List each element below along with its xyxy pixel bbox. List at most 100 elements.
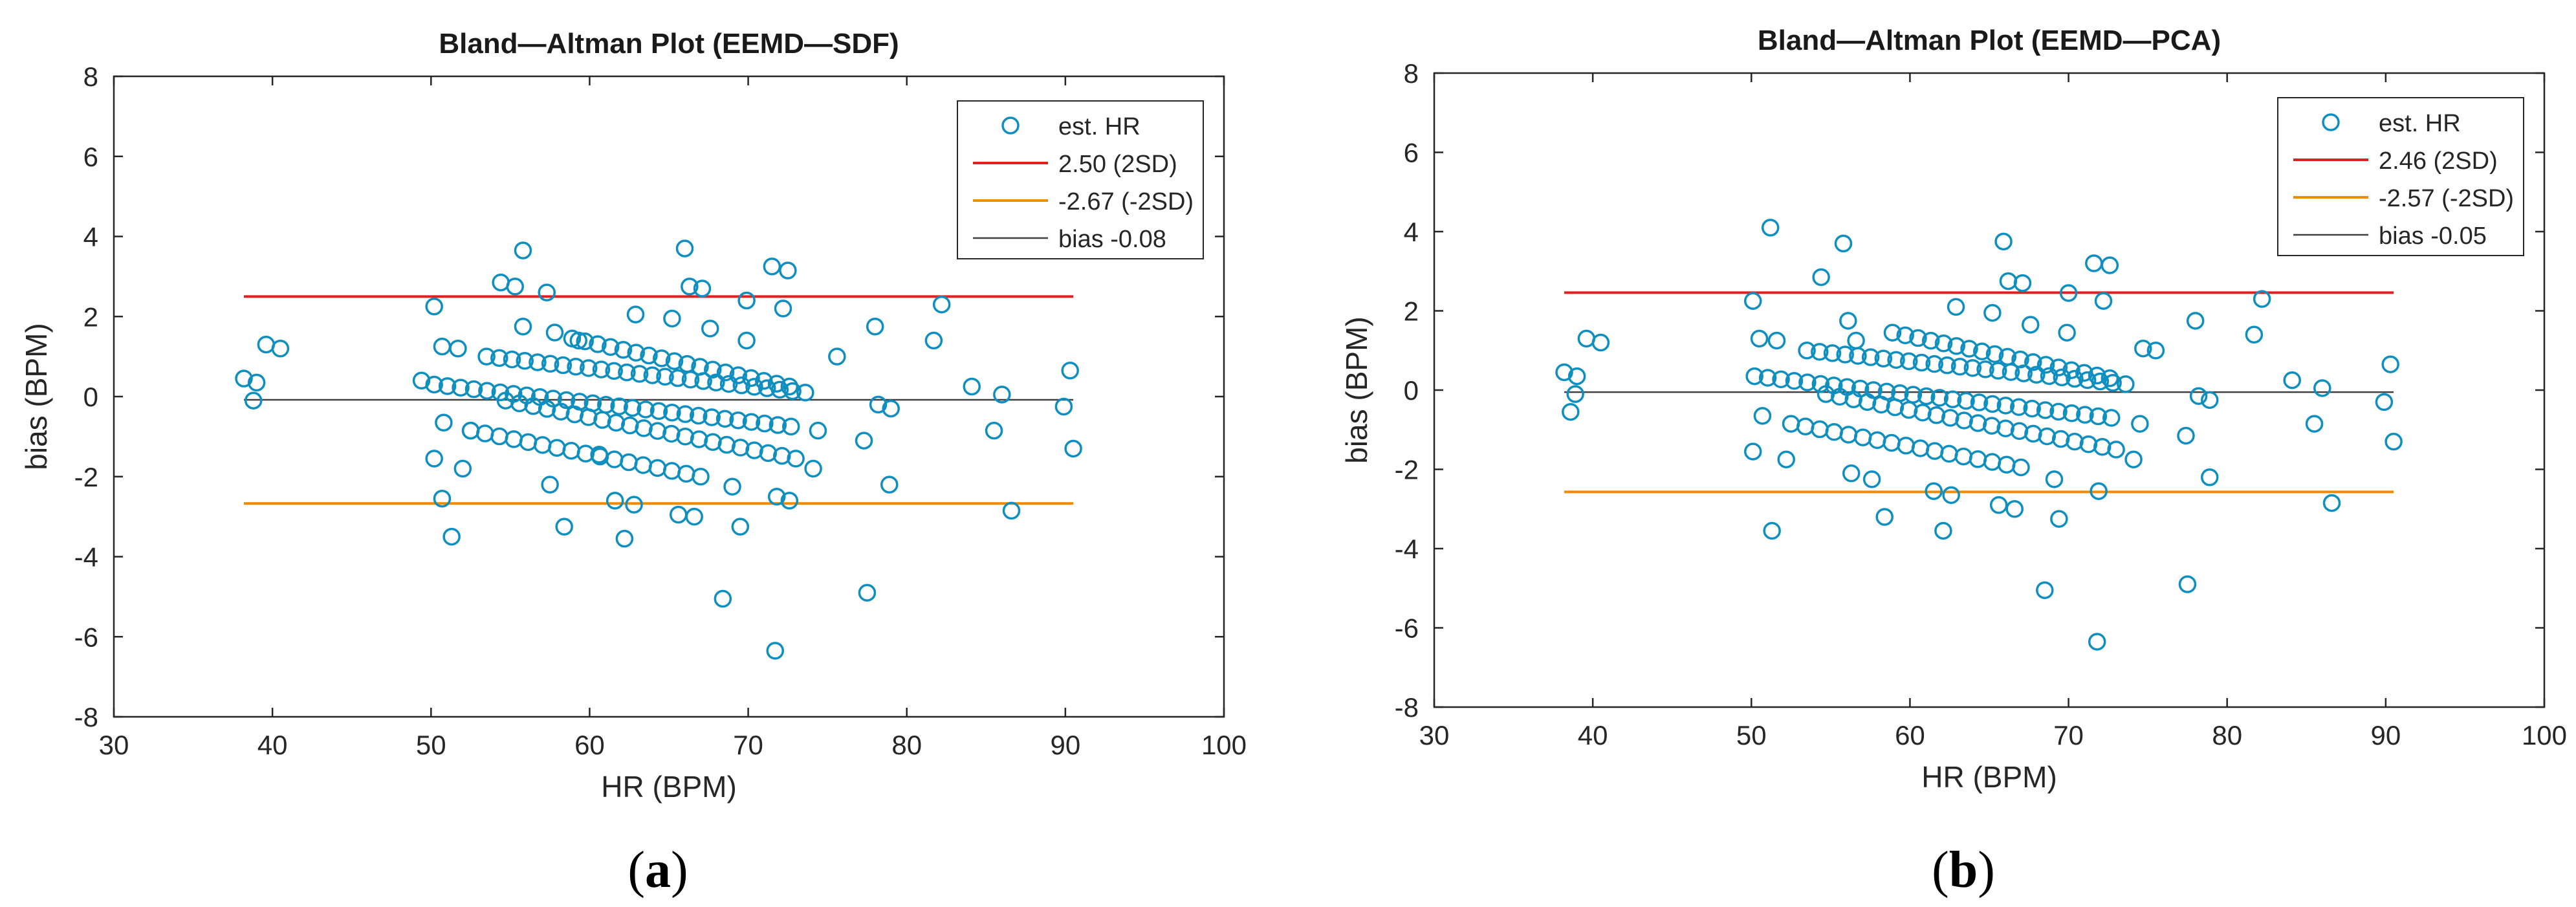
data-point xyxy=(2101,369,2119,388)
data-point xyxy=(1785,371,1804,390)
x-tick-label: 40 xyxy=(257,730,288,760)
x-tick-label: 50 xyxy=(1736,720,1767,750)
data-point xyxy=(623,399,642,417)
data-point xyxy=(1872,395,1890,414)
data-point xyxy=(1763,521,1781,540)
data-point xyxy=(2021,316,2040,334)
data-point xyxy=(677,464,695,483)
data-point xyxy=(1900,352,1918,371)
legend-label: bias -0.05 xyxy=(2379,223,2487,250)
y-tick-label: -2 xyxy=(1395,455,1419,485)
y-tick-label: 4 xyxy=(83,222,98,252)
y-tick-label: -6 xyxy=(1395,613,1419,644)
data-point xyxy=(809,421,827,440)
x-axis-label: HR (BPM) xyxy=(601,770,737,803)
data-point xyxy=(1998,347,2017,366)
data-point xyxy=(548,439,566,457)
data-point xyxy=(1955,411,1973,430)
data-point xyxy=(519,433,538,452)
data-point xyxy=(2134,339,2152,358)
data-point xyxy=(656,367,674,386)
legend-label: -2.57 (-2SD) xyxy=(2379,185,2514,212)
data-point xyxy=(1874,349,1893,367)
data-point xyxy=(1911,439,1930,457)
x-tick-label: 70 xyxy=(733,730,763,760)
caption-b: (b) xyxy=(1932,842,1995,899)
data-point xyxy=(681,278,699,296)
x-tick-label: 90 xyxy=(2370,720,2401,750)
data-point xyxy=(2049,358,2068,377)
data-point xyxy=(1976,360,1994,378)
data-point xyxy=(2023,399,2041,418)
data-point xyxy=(731,518,750,536)
data-point xyxy=(924,331,943,350)
data-point xyxy=(1834,234,1853,253)
y-tick-label: -8 xyxy=(1395,692,1419,723)
legend-box xyxy=(2277,97,2524,256)
data-point xyxy=(729,411,747,430)
chart-title: Bland—Altman Plot (EEMD—SDF) xyxy=(439,28,899,60)
data-point xyxy=(449,340,467,358)
data-point xyxy=(1002,501,1021,520)
y-tick-label: -8 xyxy=(74,702,98,732)
data-point xyxy=(2010,398,2028,416)
data-point xyxy=(1758,369,1777,387)
y-tick-label: -4 xyxy=(1395,534,1419,564)
data-point xyxy=(2027,366,2046,384)
data-point xyxy=(763,257,781,276)
data-point xyxy=(2085,254,2103,272)
x-tick-label: 90 xyxy=(1050,730,1080,760)
y-tick-label: 6 xyxy=(83,142,98,172)
data-point xyxy=(247,373,266,392)
y-tick-label: 8 xyxy=(83,61,98,92)
data-point xyxy=(963,377,981,396)
data-point xyxy=(605,450,624,468)
data-point xyxy=(1886,398,1905,417)
data-point xyxy=(766,642,784,660)
data-point xyxy=(723,477,741,496)
data-point xyxy=(541,475,559,494)
data-point xyxy=(625,496,643,514)
data-point xyxy=(545,323,564,342)
data-point xyxy=(1996,419,2014,437)
data-point xyxy=(1064,439,1082,458)
data-point xyxy=(592,360,611,378)
data-point xyxy=(663,309,681,328)
data-point xyxy=(1921,331,1940,350)
data-point xyxy=(505,430,523,448)
panel-a: Bland—Altman Plot (EEMD—SDF) 30 40 50 60 70 80… xyxy=(19,28,1247,899)
data-point xyxy=(1566,385,1584,403)
data-point xyxy=(1970,393,1989,411)
data-point xyxy=(649,402,668,421)
data-point xyxy=(2066,369,2084,388)
data-point xyxy=(2088,633,2106,651)
data-point xyxy=(985,421,1003,440)
legend-box xyxy=(957,100,1204,259)
data-point xyxy=(1745,367,1763,386)
data-point xyxy=(767,375,786,393)
data-point xyxy=(555,518,573,536)
data-point xyxy=(1796,417,1815,436)
data-point xyxy=(257,335,276,354)
data-point xyxy=(634,456,652,474)
data-point xyxy=(2146,342,2165,360)
data-point xyxy=(425,298,443,316)
data-point xyxy=(782,417,800,436)
bland-altman-chart-eemd-pca: Bland—Altman Plot (EEMD—PCA)30 40 50 60 70 80… xyxy=(1340,25,2567,794)
data-point xyxy=(643,366,662,384)
data-point xyxy=(1989,362,2007,380)
caption-a: (a) xyxy=(628,842,688,899)
data-point xyxy=(478,382,496,400)
x-tick-label: 60 xyxy=(574,730,605,760)
data-point xyxy=(2245,325,2264,344)
data-point xyxy=(2075,364,2093,382)
data-point xyxy=(476,424,494,443)
data-point xyxy=(1963,359,1982,377)
data-point xyxy=(1883,433,1901,452)
data-point xyxy=(1562,402,1580,421)
data-point xyxy=(1994,232,2013,251)
data-point xyxy=(614,341,633,359)
data-point xyxy=(1811,420,1829,439)
data-point xyxy=(1983,417,2001,435)
data-point xyxy=(2200,391,2219,410)
